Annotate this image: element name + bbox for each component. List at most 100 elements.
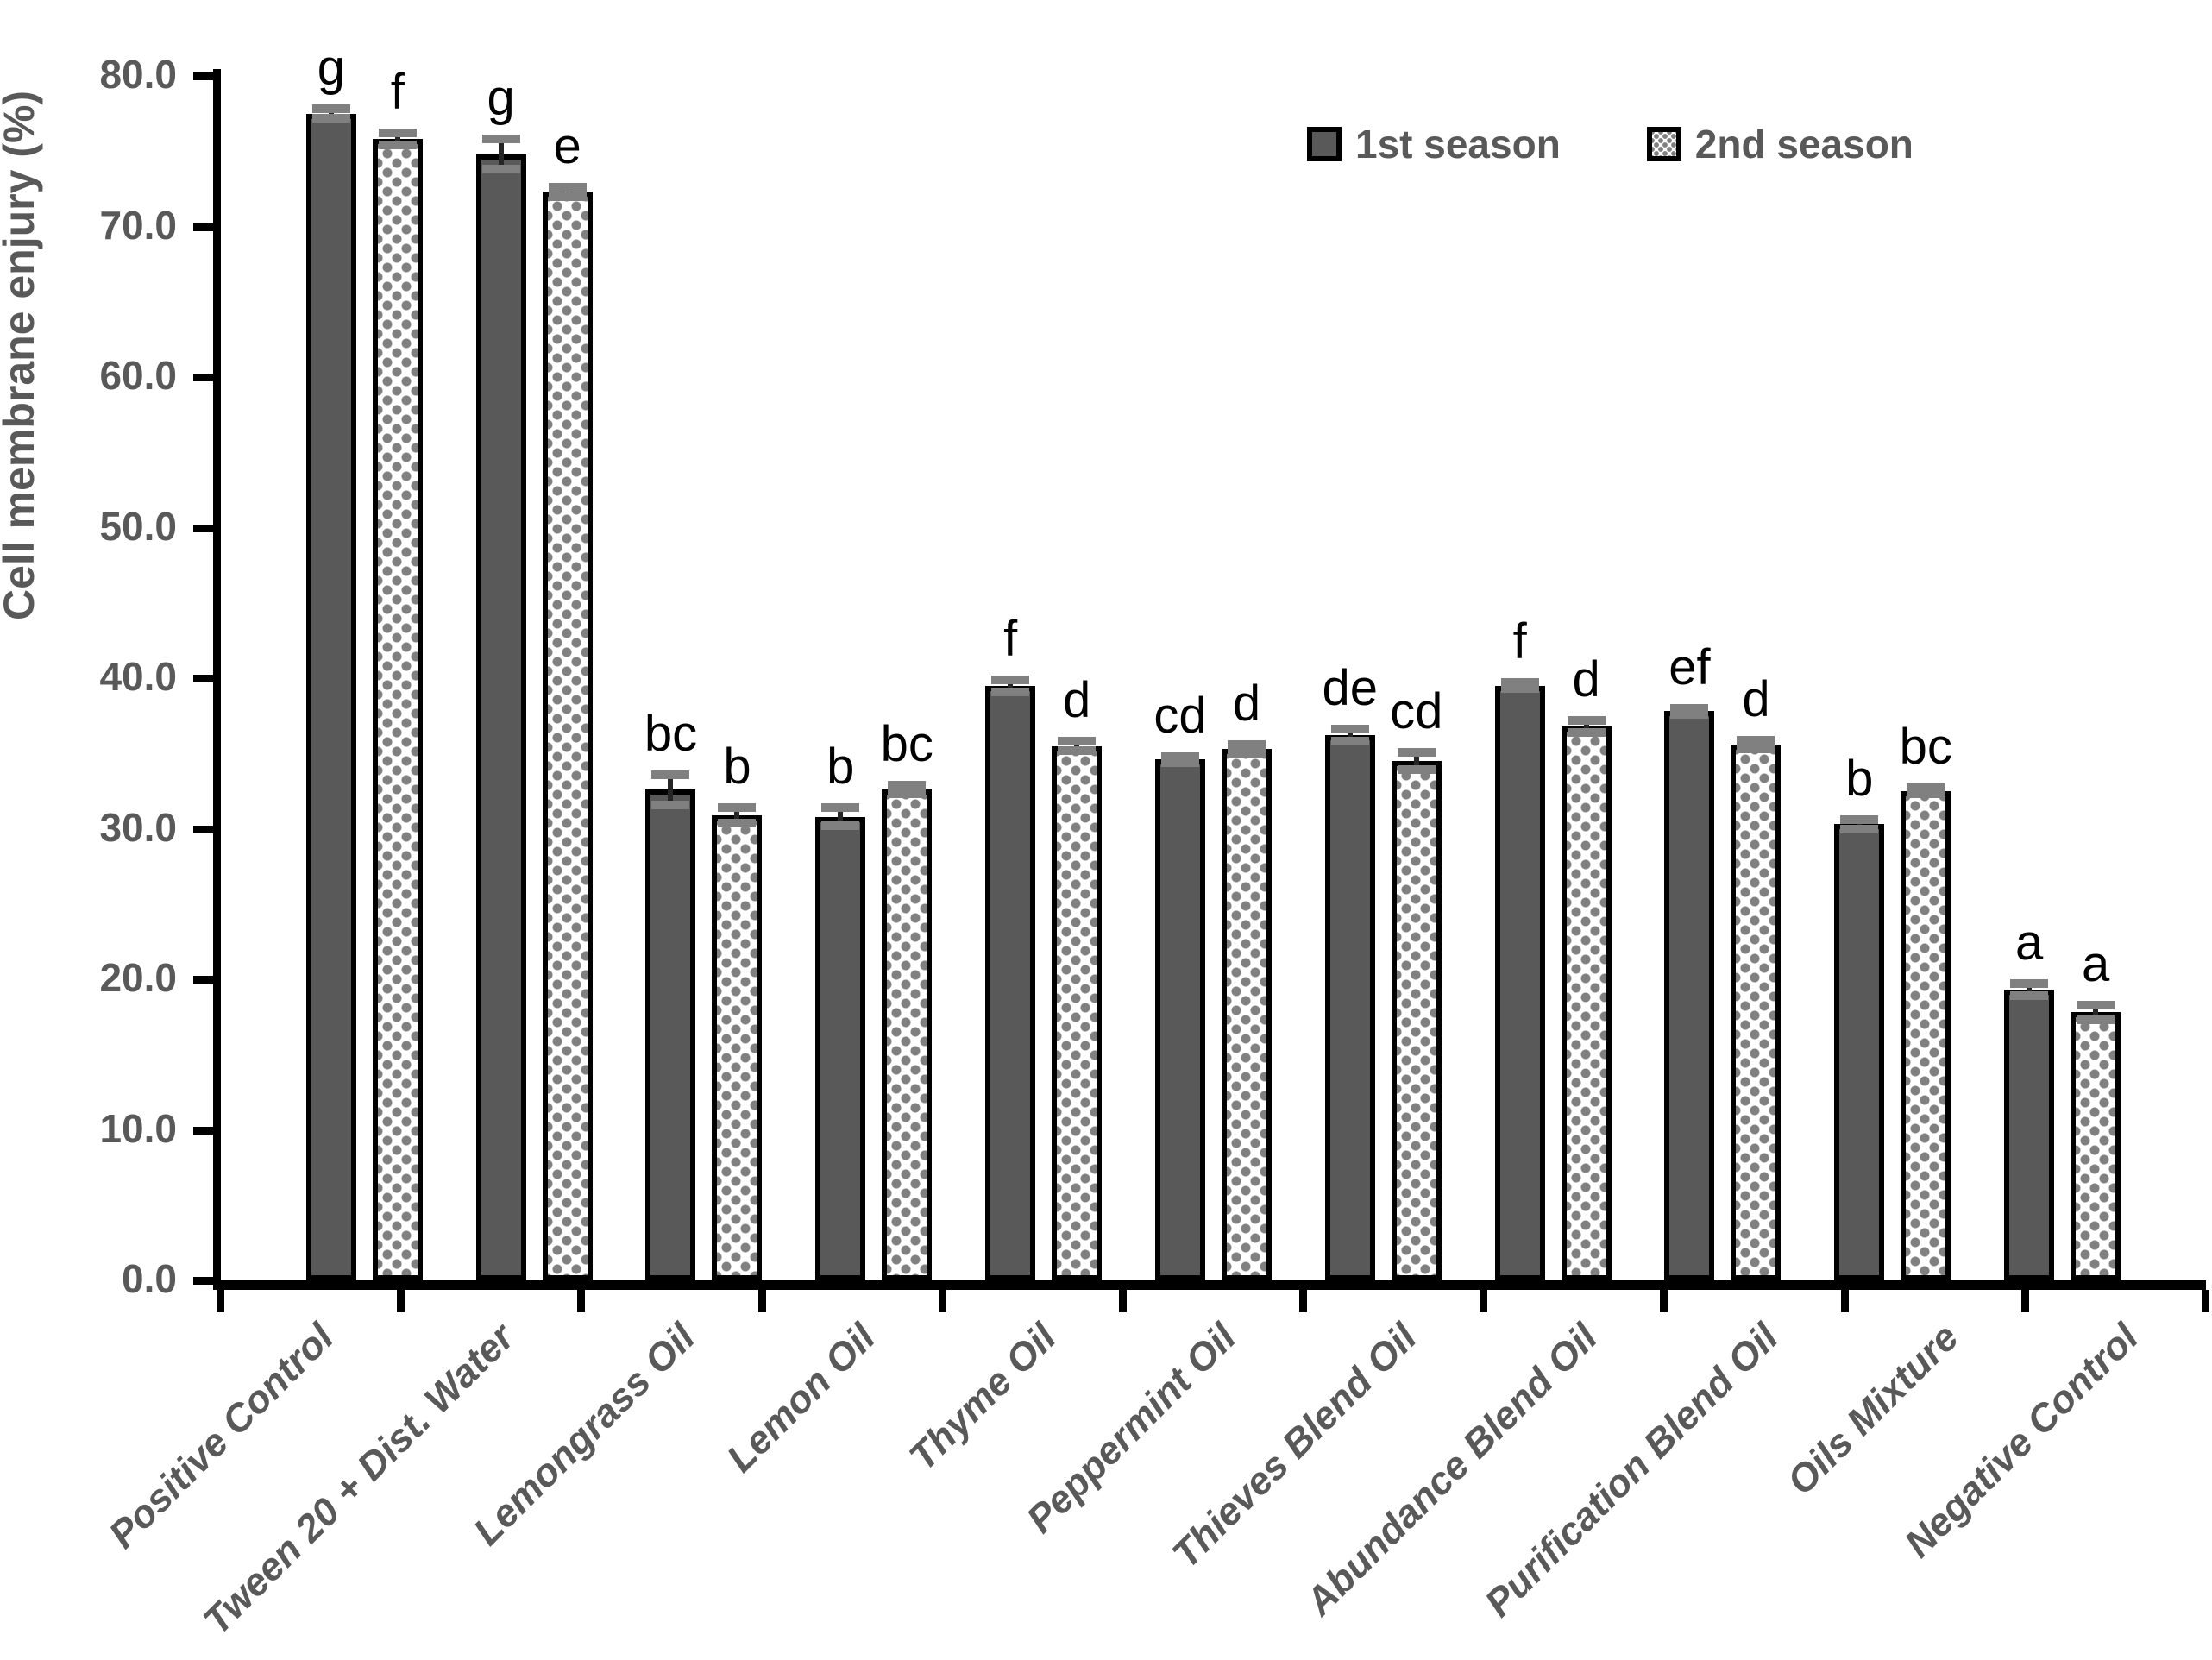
error-bar-line: [838, 808, 844, 827]
y-tick-label: 0.0: [122, 1256, 177, 1301]
bar-slot: cd: [1153, 76, 1207, 1280]
bar-1st-season: [1154, 759, 1205, 1280]
x-tick: [1660, 1290, 1668, 1312]
bar-2nd-season: [2071, 1012, 2121, 1280]
bar-slot: de: [1323, 76, 1378, 1280]
y-tick-label: 80.0: [99, 52, 177, 97]
error-bar-cap-bottom: [1330, 737, 1369, 746]
error-bar-cap-bottom: [821, 821, 860, 831]
legend-item-2nd-season: 2nd season: [1646, 121, 1914, 167]
bar-1st-season: [645, 789, 696, 1280]
error-bar-cap-top: [2010, 979, 2049, 989]
error-bar-line: [1008, 679, 1014, 692]
error-bar-line: [394, 133, 400, 146]
error-bar-cap-bottom: [1058, 745, 1097, 755]
error-bar-line: [1857, 820, 1863, 829]
y-tick-label: 70.0: [99, 202, 177, 248]
error-bar-cap-bottom: [651, 800, 690, 809]
y-tick-label: 40.0: [99, 654, 177, 699]
y-tick: [193, 976, 214, 984]
significance-letter: a: [2081, 935, 2110, 992]
error-bar-cap-top: [1737, 735, 1775, 745]
y-tick-label: 20.0: [99, 955, 177, 1000]
error-bar-cap-bottom: [548, 192, 587, 201]
legend: 1st season 2nd season: [1307, 121, 1914, 167]
x-axis-label-text: Oils Mixture: [1778, 1315, 1967, 1504]
bar-1st-season: [815, 816, 866, 1280]
error-bar-cap-top: [1227, 739, 1266, 749]
error-bar-cap-bottom: [378, 141, 417, 150]
plot-left-spacer: [220, 76, 253, 1280]
error-bar-cap-bottom: [888, 789, 927, 799]
bar-slot: a: [2071, 76, 2121, 1280]
bar-slot: bc: [1900, 76, 1952, 1280]
bar-slot: d: [1731, 76, 1782, 1280]
bar-2nd-season: [712, 814, 763, 1280]
y-tick: [193, 1277, 214, 1285]
bar-slot: b: [815, 76, 866, 1280]
error-bar-cap-bottom: [718, 818, 757, 827]
bar-slot: b: [712, 76, 763, 1280]
x-tick: [1118, 1290, 1127, 1312]
x-tick: [1840, 1290, 1849, 1312]
significance-letter: g: [487, 70, 515, 127]
x-axis-label-text: Purification Blend Oil: [1475, 1315, 1787, 1625]
significance-letter: de: [1322, 660, 1379, 717]
x-tick: [2020, 1290, 2029, 1312]
significance-letter: f: [1512, 613, 1527, 670]
bar-2nd-season: [1391, 760, 1442, 1280]
bar-slot: f: [1494, 76, 1545, 1280]
error-bar-cap-top: [1670, 703, 1709, 713]
error-bar-cap-bottom: [1227, 749, 1266, 758]
bar-slot: ef: [1664, 76, 1715, 1280]
y-tick: [193, 374, 214, 381]
error-bar-line: [734, 808, 740, 823]
legend-label-2nd-season: 2nd season: [1694, 122, 1914, 167]
error-bar-cap-top: [2077, 1000, 2115, 1009]
error-bar-cap-top: [378, 129, 417, 138]
error-bar-line: [328, 109, 334, 118]
significance-letter: d: [1232, 675, 1261, 732]
y-tick: [193, 675, 214, 682]
error-bar-cap-top: [888, 780, 927, 789]
error-bar-cap-top: [548, 183, 587, 192]
significance-letter: f: [1003, 610, 1018, 667]
error-bar-cap-top: [991, 675, 1030, 684]
bar-1st-season: [985, 685, 1036, 1280]
error-bar-line: [904, 784, 910, 795]
error-bar-line: [2093, 1004, 2099, 1021]
significance-letter: b: [826, 739, 855, 795]
significance-letter: g: [317, 40, 345, 97]
error-bar-cap-bottom: [2077, 1015, 2115, 1025]
legend-label-1st-season: 1st season: [1355, 122, 1561, 167]
bar-group: b bc: [815, 76, 933, 1280]
y-axis-title: Cell membrane enjury (%): [0, 90, 43, 620]
error-bar-line: [1413, 751, 1419, 770]
significance-letter: ef: [1668, 638, 1711, 695]
x-axis-label-text: Tween 20 + Dist. Water: [194, 1315, 523, 1644]
1st-season-swatch-icon: [1307, 127, 1342, 161]
plot-area: g f g e bc b b bc f d cd d de cd f d ef d b bc a a: [220, 43, 2205, 1280]
bar-slot: bc: [644, 76, 697, 1280]
2nd-season-swatch-icon: [1646, 127, 1681, 161]
error-bar-cap-top: [311, 104, 350, 114]
bar-slot: b: [1834, 76, 1885, 1280]
x-tick: [577, 1290, 586, 1312]
significance-letter: cd: [1390, 682, 1443, 739]
bar-group: ef d: [1664, 76, 1782, 1280]
error-bar-cap-top: [1160, 751, 1199, 761]
significance-letter: cd: [1153, 687, 1207, 744]
bar-group: b bc: [1834, 76, 1952, 1280]
error-bar-cap-top: [1330, 725, 1369, 734]
significance-letter: d: [1742, 670, 1770, 727]
significance-letter: d: [1572, 651, 1600, 707]
error-bar-cap-bottom: [991, 687, 1030, 696]
significance-letter: a: [2014, 915, 2044, 971]
bar-2nd-season: [882, 789, 933, 1280]
legend-item-1st-season: 1st season: [1307, 121, 1561, 167]
bar-slot: g: [475, 70, 526, 1280]
